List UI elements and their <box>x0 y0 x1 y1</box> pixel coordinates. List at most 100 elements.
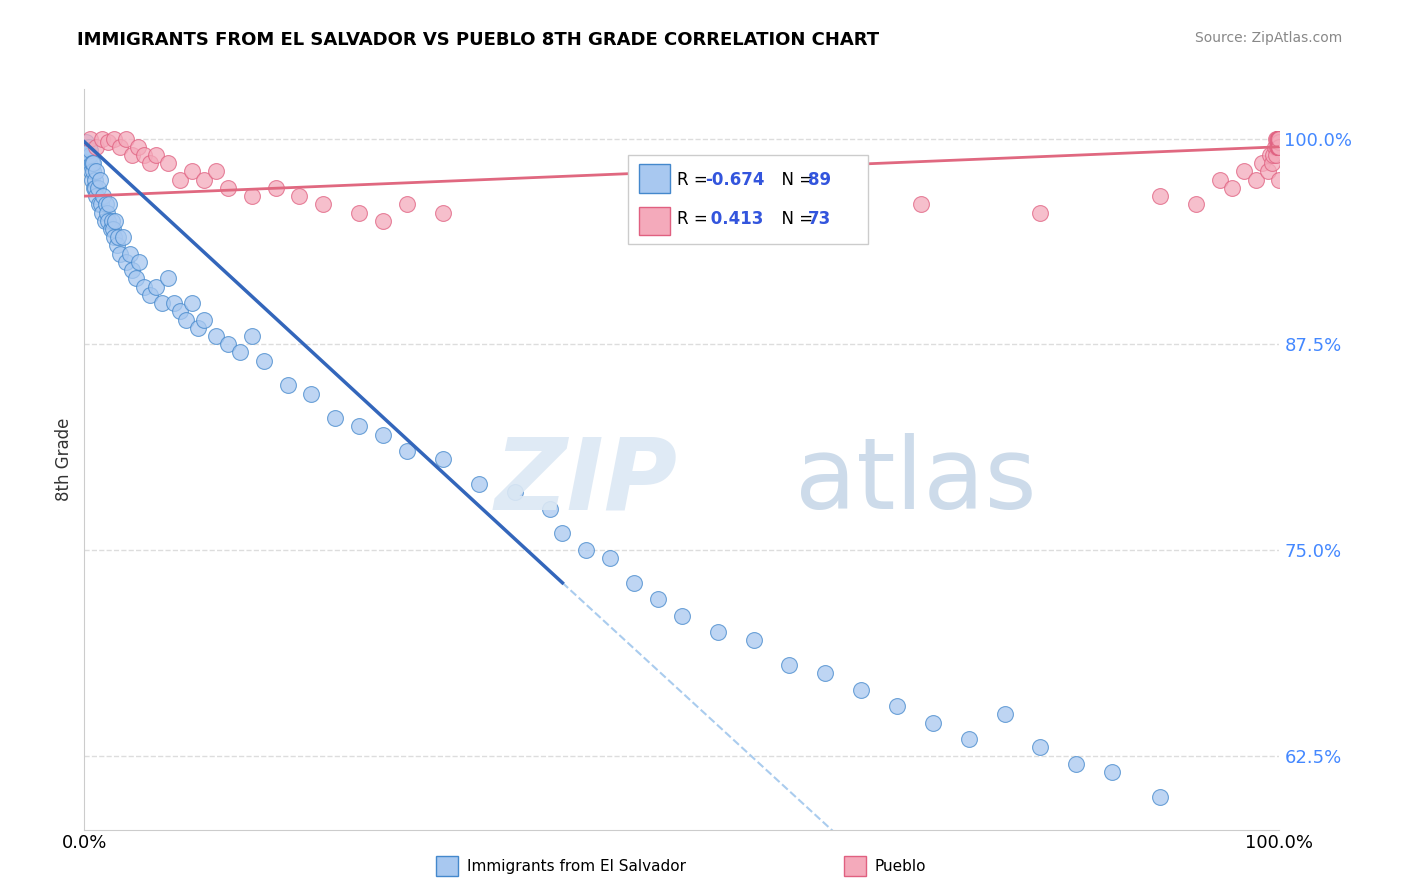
Point <box>174 312 197 326</box>
Point <box>1029 740 1052 755</box>
Point <box>97 214 120 228</box>
Point <box>77 156 100 170</box>
Point <box>396 444 419 458</box>
Point <box>181 296 204 310</box>
Point <box>97 135 120 149</box>
Point <box>886 699 908 714</box>
Point <box>1267 135 1289 149</box>
Point <box>1265 140 1288 154</box>
Point <box>145 279 167 293</box>
Point <box>599 551 621 566</box>
Text: ZIP: ZIP <box>495 434 678 530</box>
Point <box>80 164 103 178</box>
Point <box>110 140 132 154</box>
Point <box>1267 131 1289 145</box>
Point <box>1268 135 1291 149</box>
Text: N =: N = <box>772 171 818 189</box>
Point <box>1268 135 1291 149</box>
Point <box>1264 148 1286 162</box>
Point <box>93 214 115 228</box>
Point <box>139 156 162 170</box>
Point <box>1268 140 1291 154</box>
Point <box>814 666 837 681</box>
Point <box>910 197 932 211</box>
Point <box>1185 197 1208 211</box>
Point <box>101 222 124 236</box>
Point <box>101 214 124 228</box>
Point <box>86 189 108 203</box>
Point <box>229 345 252 359</box>
Point <box>75 140 97 154</box>
Point <box>104 214 127 228</box>
Point <box>396 197 419 211</box>
Point <box>312 197 335 211</box>
Point <box>1250 156 1272 170</box>
Point <box>125 271 148 285</box>
Point <box>90 197 112 211</box>
Point <box>1268 140 1291 154</box>
Point <box>349 205 371 219</box>
Text: IMMIGRANTS FROM EL SALVADOR VS PUEBLO 8TH GRADE CORRELATION CHART: IMMIGRANTS FROM EL SALVADOR VS PUEBLO 8T… <box>77 31 880 49</box>
Point <box>623 575 645 590</box>
Point <box>1265 131 1288 145</box>
Point <box>575 542 598 557</box>
Point <box>1265 131 1288 145</box>
Point <box>1268 140 1291 154</box>
Point <box>671 608 693 623</box>
Point <box>240 329 263 343</box>
Point <box>1268 131 1291 145</box>
Point <box>779 658 801 673</box>
Point <box>1268 131 1291 145</box>
Point <box>118 246 141 260</box>
Point <box>1268 140 1291 154</box>
Point <box>132 148 156 162</box>
Point <box>115 255 138 269</box>
Point <box>84 181 107 195</box>
Point <box>91 131 114 145</box>
Text: -0.674: -0.674 <box>706 171 765 189</box>
Point <box>1261 156 1284 170</box>
Point <box>1268 135 1291 149</box>
Point <box>277 378 299 392</box>
Point <box>169 304 191 318</box>
Point <box>121 263 143 277</box>
Point <box>790 205 813 219</box>
Point <box>187 320 209 334</box>
Point <box>264 181 287 195</box>
Point <box>110 246 132 260</box>
Point <box>91 205 114 219</box>
Point <box>84 164 107 178</box>
Point <box>922 715 945 730</box>
Point <box>301 386 323 401</box>
Point <box>93 189 115 203</box>
Point <box>100 222 122 236</box>
Point <box>1267 131 1289 145</box>
Point <box>1149 189 1171 203</box>
Point <box>1268 140 1291 154</box>
Point <box>1258 148 1281 162</box>
Point <box>193 172 215 186</box>
Text: 89: 89 <box>808 171 831 189</box>
Point <box>1263 148 1285 162</box>
Point <box>181 164 204 178</box>
Point <box>1267 140 1289 154</box>
Point <box>1244 172 1267 186</box>
Point <box>75 135 97 149</box>
Point <box>157 156 180 170</box>
Point <box>76 145 98 159</box>
Point <box>373 214 395 228</box>
Text: 73: 73 <box>808 211 831 228</box>
Point <box>103 230 125 244</box>
Point <box>851 682 873 697</box>
Point <box>157 271 180 285</box>
Text: atlas: atlas <box>796 434 1038 530</box>
Point <box>503 485 526 500</box>
Point <box>1268 172 1291 186</box>
Point <box>1264 140 1286 154</box>
Point <box>1268 140 1291 154</box>
Point <box>1267 131 1289 145</box>
Point <box>217 337 239 351</box>
Point <box>169 172 191 186</box>
Text: Source: ZipAtlas.com: Source: ZipAtlas.com <box>1195 31 1343 45</box>
Point <box>96 205 118 219</box>
